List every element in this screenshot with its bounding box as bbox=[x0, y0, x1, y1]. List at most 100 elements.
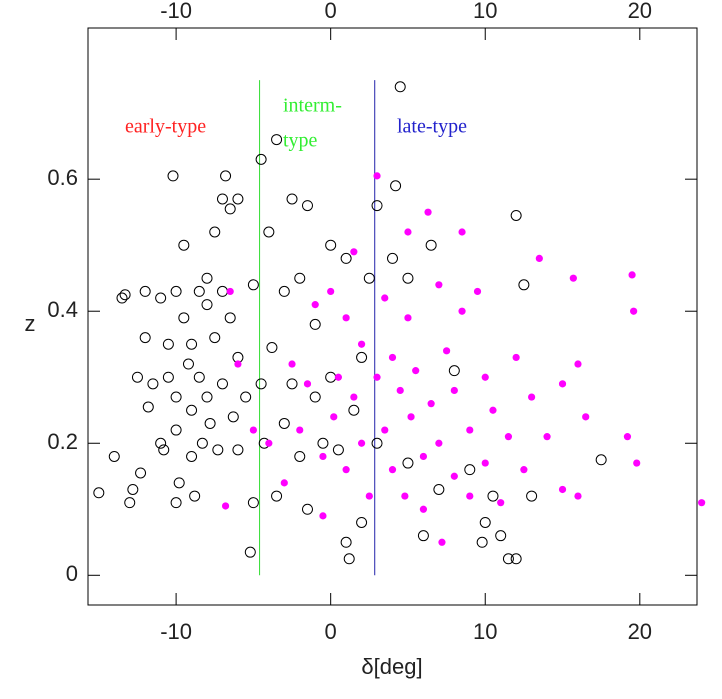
point bbox=[124, 497, 136, 509]
point bbox=[147, 378, 159, 390]
point bbox=[479, 516, 491, 528]
point bbox=[135, 467, 147, 479]
point bbox=[363, 272, 375, 284]
point bbox=[170, 285, 182, 297]
x-tick-label: 10 bbox=[473, 619, 497, 644]
point bbox=[116, 292, 128, 304]
point bbox=[476, 536, 488, 548]
point bbox=[303, 380, 312, 388]
point bbox=[325, 239, 337, 251]
point bbox=[464, 464, 476, 476]
point bbox=[402, 457, 414, 469]
point bbox=[244, 546, 256, 558]
point bbox=[356, 516, 368, 528]
point bbox=[286, 193, 298, 205]
point bbox=[327, 287, 335, 296]
point bbox=[162, 371, 174, 383]
point bbox=[502, 553, 514, 565]
point bbox=[294, 450, 306, 462]
point bbox=[311, 301, 319, 309]
point bbox=[390, 180, 402, 192]
point bbox=[569, 274, 577, 282]
point bbox=[232, 193, 244, 205]
point bbox=[93, 487, 105, 499]
point bbox=[357, 340, 366, 348]
point bbox=[595, 454, 607, 466]
point bbox=[558, 485, 567, 494]
point bbox=[108, 450, 120, 462]
point bbox=[224, 312, 236, 324]
point bbox=[278, 417, 290, 429]
point bbox=[404, 228, 412, 236]
point bbox=[526, 490, 538, 502]
y-tick-label: 0.6 bbox=[47, 165, 78, 190]
point bbox=[186, 450, 198, 462]
point bbox=[332, 444, 344, 456]
point bbox=[623, 433, 632, 441]
point bbox=[458, 307, 466, 315]
point bbox=[387, 252, 398, 264]
point bbox=[373, 373, 381, 381]
point bbox=[220, 170, 232, 182]
point bbox=[178, 239, 190, 251]
point bbox=[388, 353, 397, 362]
point bbox=[288, 360, 296, 368]
point bbox=[417, 530, 429, 542]
annotation: type bbox=[283, 130, 318, 152]
point bbox=[216, 378, 228, 390]
point bbox=[325, 371, 337, 383]
point bbox=[481, 459, 489, 467]
point bbox=[342, 466, 350, 474]
point bbox=[216, 285, 228, 297]
point bbox=[340, 536, 352, 548]
point bbox=[504, 433, 513, 441]
point bbox=[404, 314, 412, 322]
point bbox=[365, 492, 373, 500]
point bbox=[226, 287, 234, 296]
point bbox=[227, 411, 239, 423]
point bbox=[209, 332, 221, 344]
point bbox=[396, 386, 404, 395]
point bbox=[170, 424, 182, 436]
point bbox=[301, 503, 313, 515]
point bbox=[350, 393, 358, 401]
point bbox=[450, 386, 458, 395]
point bbox=[317, 437, 329, 449]
point bbox=[189, 490, 201, 502]
point bbox=[574, 492, 582, 500]
point bbox=[247, 279, 259, 291]
point bbox=[424, 208, 432, 216]
point bbox=[193, 371, 205, 383]
point bbox=[450, 472, 458, 480]
point bbox=[497, 499, 505, 507]
point bbox=[271, 134, 283, 146]
point bbox=[357, 439, 366, 447]
point bbox=[438, 538, 446, 546]
point bbox=[182, 358, 194, 370]
point bbox=[466, 492, 474, 500]
point bbox=[193, 285, 205, 297]
point bbox=[216, 193, 228, 205]
point bbox=[433, 483, 445, 495]
point bbox=[173, 477, 185, 489]
point bbox=[448, 365, 460, 377]
point bbox=[278, 285, 290, 297]
point bbox=[628, 271, 636, 279]
point bbox=[371, 437, 383, 449]
point bbox=[263, 226, 275, 238]
point bbox=[473, 287, 482, 296]
point bbox=[582, 413, 590, 421]
point bbox=[158, 444, 170, 456]
point bbox=[487, 490, 499, 502]
point bbox=[265, 439, 273, 447]
point bbox=[186, 404, 198, 416]
point bbox=[319, 452, 327, 461]
point bbox=[119, 289, 131, 301]
point bbox=[196, 437, 208, 449]
point bbox=[510, 209, 522, 221]
point bbox=[170, 391, 182, 403]
point bbox=[371, 200, 383, 212]
point bbox=[343, 553, 355, 565]
x-tick-label: -10 bbox=[160, 0, 192, 23]
